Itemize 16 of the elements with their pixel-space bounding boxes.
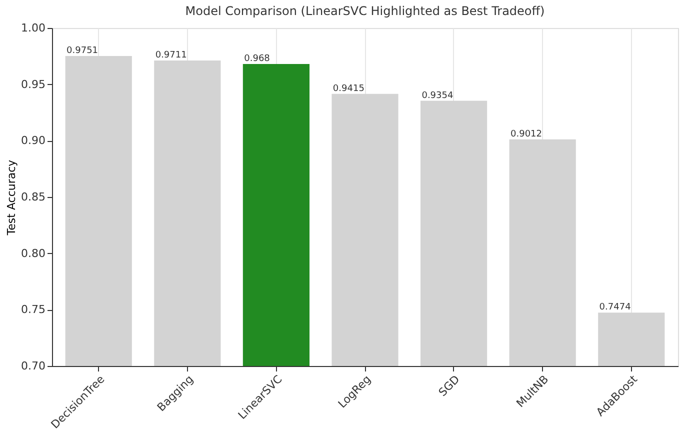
data-label: 0.7474 xyxy=(599,302,632,313)
data-label: 0.968 xyxy=(244,54,270,64)
data-label: 0.9751 xyxy=(66,46,98,56)
y-tick-label: 0.70 xyxy=(21,360,46,372)
data-label: 0.9354 xyxy=(422,90,454,101)
y-tick-label: 0.90 xyxy=(21,134,46,148)
chart-title: Model Comparison (LinearSVC Highlighted as Best Tradeoff) xyxy=(185,4,545,18)
y-tick-label: 0.80 xyxy=(21,246,46,260)
y-tick-label: 0.75 xyxy=(21,303,46,316)
data-label: 0.9415 xyxy=(332,84,364,94)
y-axis-title: Test Accuracy xyxy=(5,159,18,236)
y-tick-label: 0.85 xyxy=(21,190,46,204)
y-tick-label: 1.00 xyxy=(21,22,46,34)
y-tick-label: 0.95 xyxy=(21,78,46,91)
data-label: 0.9012 xyxy=(510,129,542,140)
data-label: 0.9711 xyxy=(155,50,187,61)
